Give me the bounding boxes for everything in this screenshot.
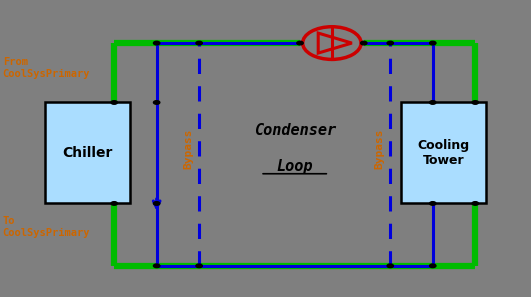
Circle shape	[153, 264, 160, 268]
Circle shape	[111, 101, 117, 104]
Bar	[401, 102, 486, 203]
Text: Chiller: Chiller	[63, 146, 113, 160]
Text: To
CoolSysPrimary: To CoolSysPrimary	[3, 217, 90, 238]
Circle shape	[472, 202, 478, 205]
Circle shape	[430, 41, 436, 45]
Text: Cooling
Tower: Cooling Tower	[417, 139, 469, 167]
Circle shape	[430, 264, 436, 268]
Bar	[45, 102, 130, 203]
Circle shape	[472, 101, 478, 104]
Circle shape	[196, 41, 202, 45]
Circle shape	[361, 41, 367, 45]
Circle shape	[153, 101, 160, 104]
Text: Bypass: Bypass	[184, 128, 193, 169]
Circle shape	[297, 41, 303, 45]
Circle shape	[387, 264, 393, 268]
Circle shape	[153, 41, 160, 45]
Circle shape	[196, 264, 202, 268]
Circle shape	[153, 202, 160, 205]
Circle shape	[430, 101, 436, 104]
Circle shape	[387, 41, 393, 45]
Text: Bypass: Bypass	[375, 128, 384, 169]
Text: Condenser: Condenser	[254, 123, 336, 138]
Text: From
CoolSysPrimary: From CoolSysPrimary	[3, 58, 90, 79]
Circle shape	[430, 202, 436, 205]
Circle shape	[111, 202, 117, 205]
Text: Loop: Loop	[277, 159, 313, 174]
